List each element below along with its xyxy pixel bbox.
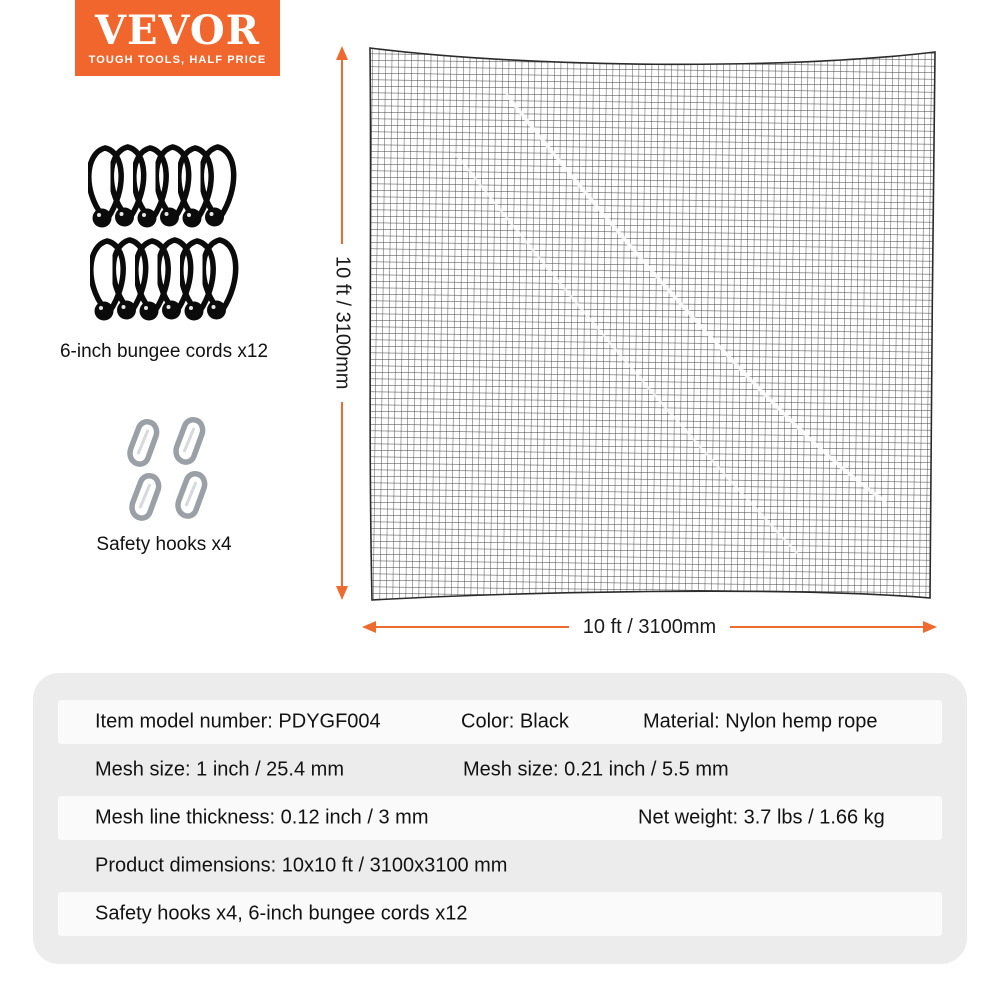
net-illustration [369, 47, 936, 601]
vevor-logo: VEVOR TOUGH TOOLS, HALF PRICE [75, 0, 280, 76]
spec-mesh-size-2: Mesh size: 0.21 inch / 5.5 mm [463, 758, 729, 781]
arrow-left-icon [362, 621, 376, 633]
brand-name: VEVOR [95, 6, 260, 54]
spec-product-dimensions: Product dimensions: 10x10 ft / 3100x3100… [95, 854, 508, 877]
spec-mesh-size-1: Mesh size: 1 inch / 25.4 mm [95, 758, 344, 781]
height-dimension-label: 10 ft / 3100mm [331, 256, 354, 390]
spec-material: Material: Nylon hemp rope [643, 710, 878, 733]
spec-row-mesh-size: Mesh size: 1 inch / 25.4 mm Mesh size: 0… [58, 748, 942, 792]
arrow-right-icon [923, 621, 937, 633]
dimension-line [340, 401, 344, 586]
dimension-line [340, 60, 344, 245]
brand-tagline: TOUGH TOOLS, HALF PRICE [88, 53, 267, 66]
spec-row-dimensions: Product dimensions: 10x10 ft / 3100x3100… [58, 844, 942, 888]
spec-model-number: Item model number: PDYGF004 [95, 710, 381, 733]
spec-table: Item model number: PDYGF004 Color: Black… [33, 673, 967, 964]
bungee-cords-row-1-icon [88, 140, 246, 230]
spec-included-accessories: Safety hooks x4, 6-inch bungee cords x12 [95, 902, 468, 925]
width-dimension: 10 ft / 3100mm [362, 613, 937, 641]
spec-mesh-line-thickness: Mesh line thickness: 0.12 inch / 3 mm [95, 806, 429, 829]
width-dimension-label: 10 ft / 3100mm [582, 615, 717, 638]
safety-hooks-icon [125, 414, 209, 522]
bungee-cords-row-2-icon [90, 233, 248, 323]
height-dimension: 10 ft / 3100mm [329, 46, 355, 600]
dimension-line [730, 625, 923, 629]
spec-row-model: Item model number: PDYGF004 Color: Black… [58, 700, 942, 744]
spec-net-weight: Net weight: 3.7 lbs / 1.66 kg [638, 806, 885, 829]
spec-row-included: Safety hooks x4, 6-inch bungee cords x12 [58, 892, 942, 936]
safety-hooks-label: Safety hooks x4 [96, 534, 232, 555]
arrow-up-icon [336, 46, 348, 60]
arrow-down-icon [336, 586, 348, 600]
dimension-line [376, 625, 569, 629]
spec-color: Color: Black [461, 710, 569, 733]
bungee-cords-label: 6-inch bungee cords x12 [59, 341, 269, 362]
spec-row-thickness-weight: Mesh line thickness: 0.12 inch / 3 mm Ne… [58, 796, 942, 840]
